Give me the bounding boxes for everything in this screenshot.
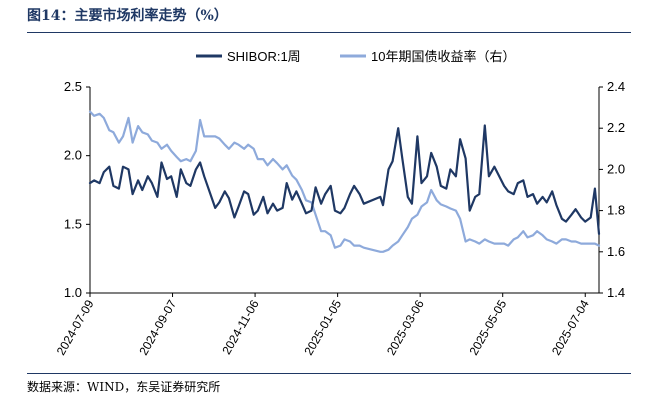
series-lines bbox=[88, 110, 601, 253]
x-tick-label: 2024-11-06 bbox=[219, 297, 262, 357]
bond-yield-line bbox=[88, 110, 601, 253]
source-note: 数据来源：WIND，东吴证券研究所 bbox=[27, 380, 221, 394]
right-tick-label: 2.4 bbox=[607, 79, 625, 94]
left-tick-label: 2.5 bbox=[64, 79, 82, 94]
shibor-line bbox=[88, 124, 601, 235]
right-tick-label: 1.4 bbox=[607, 285, 625, 300]
tick-labels: 1.0 1.5 2.0 2.5 1.4 1.6 1.8 2.0 2.2 2.4 2024-07-09… bbox=[54, 79, 625, 358]
left-tick-label: 1.0 bbox=[64, 285, 82, 300]
x-tick-label: 2025-07-04 bbox=[549, 297, 592, 357]
legend: SHIBOR:1周 10年期国债收益率（右） bbox=[196, 49, 515, 64]
right-tick-label: 2.0 bbox=[607, 161, 625, 176]
right-tick-label: 1.6 bbox=[607, 244, 625, 259]
right-tick-label: 2.2 bbox=[607, 120, 625, 135]
x-tick-label: 2024-07-09 bbox=[54, 297, 97, 357]
legend-bond-yield-label: 10年期国债收益率（右） bbox=[371, 49, 515, 64]
left-tick-label: 1.5 bbox=[64, 216, 82, 231]
x-tick-label: 2025-03-06 bbox=[384, 297, 427, 357]
x-tick-label: 2025-01-05 bbox=[301, 297, 344, 357]
legend-shibor-label: SHIBOR:1周 bbox=[227, 49, 301, 64]
figure-title: 图14：主要市场利率走势（%） bbox=[27, 8, 228, 24]
chart-axes bbox=[86, 86, 603, 297]
right-tick-label: 1.8 bbox=[607, 203, 625, 218]
source-divider bbox=[27, 373, 631, 374]
x-tick-label: 2025-05-05 bbox=[466, 297, 509, 357]
x-tick-label: 2024-09-07 bbox=[136, 297, 179, 357]
title-divider bbox=[27, 32, 631, 33]
left-tick-label: 2.0 bbox=[64, 148, 82, 163]
